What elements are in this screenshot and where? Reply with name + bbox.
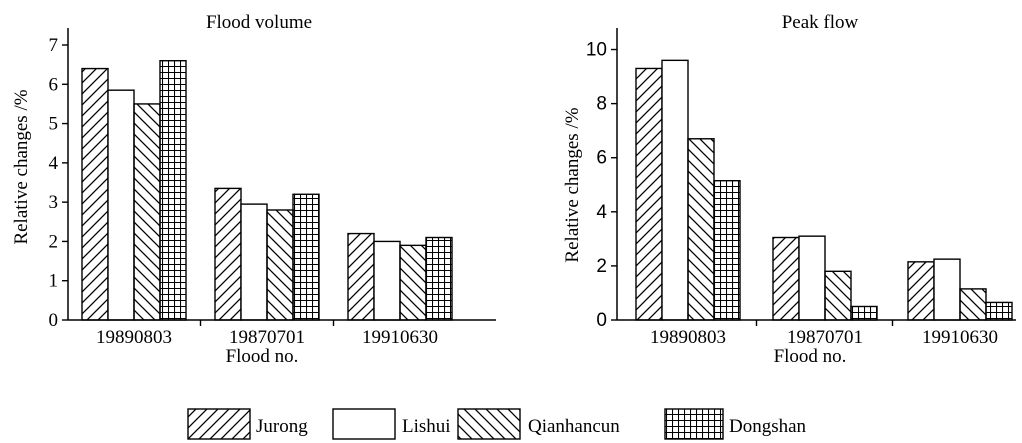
bar-jurong-19910630 [907,261,935,321]
x-tick-label: 19910630 [362,327,438,348]
flood-volume-chart: Flood volume Relative changes /% Flood n… [11,12,496,367]
bar-dongshan-19870701 [850,305,878,321]
chart-title: Flood volume [206,12,312,33]
y-tick-label: 2 [49,231,59,252]
bar-lishui-19910630 [373,240,401,321]
bar-jurong-19870701 [214,187,242,321]
legend-label-qianhancun: Qianhancun [528,416,620,437]
bar-jurong-19910630 [347,232,375,321]
y-tick-label: 0 [596,310,607,331]
bar-jurong-19890803 [635,67,663,321]
x-tick-label: 19910630 [922,327,998,348]
bar-dongshan-19890803 [159,60,187,321]
bar-qianhancun-19910630 [959,288,987,321]
x-axis-label: Flood no. [774,346,847,367]
x-tick-label: 19870701 [229,327,305,348]
x-tick-label: 19890803 [96,327,172,348]
y-tick-label: 2 [596,256,607,277]
legend-swatch-qianhancun [457,408,521,440]
y-axis-label: Relative changes /% [562,107,583,262]
legend-label-jurong: Jurong [256,416,308,437]
y-tick-label: 7 [49,35,59,56]
y-axis-label: Relative changes /% [11,89,32,244]
bar-jurong-19890803 [81,67,109,321]
x-axis-label: Flood no. [226,346,299,367]
legend-swatch-lishui [332,408,396,440]
bar-dongshan-19910630 [985,301,1013,321]
legend-label-lishui: Lishui [402,416,451,437]
bar-qianhancun-19890803 [687,138,715,321]
y-tick-label: 4 [49,153,59,174]
bar-lishui-19910630 [933,258,961,321]
bar-lishui-19890803 [661,59,689,321]
bar-qianhancun-19910630 [399,244,427,321]
bar-dongshan-19910630 [425,236,453,321]
legend-swatch-dongshan [664,408,724,440]
y-tick-label: 6 [49,74,59,95]
y-tick-label: 10 [586,40,607,61]
y-tick-label: 0 [49,310,59,331]
y-tick-label: 3 [49,192,59,213]
bar-lishui-19870701 [240,203,268,321]
bar-lishui-19890803 [107,89,135,321]
bar-jurong-19870701 [772,236,800,321]
x-tick-label: 19890803 [650,327,726,348]
y-tick-label: 4 [596,202,607,223]
x-tick-label: 19870701 [787,327,863,348]
bar-qianhancun-19870701 [824,270,852,321]
bar-lishui-19870701 [798,235,826,321]
y-tick-label: 1 [49,271,59,292]
peak-flow-chart: Peak flow Relative changes /% Flood no. … [562,12,1016,367]
y-tick-label: 5 [49,114,59,135]
chart-title: Peak flow [782,12,859,33]
bar-dongshan-19870701 [292,193,320,321]
legend-label-dongshan: Dongshan [729,416,807,437]
bar-qianhancun-19870701 [266,209,294,321]
y-tick-label: 8 [596,94,607,115]
legend: Jurong Lishui Qianhancun Dongshan [187,408,807,440]
bar-dongshan-19890803 [713,180,741,321]
y-tick-label: 6 [596,148,607,169]
bar-qianhancun-19890803 [133,103,161,321]
legend-swatch-jurong [187,408,251,440]
